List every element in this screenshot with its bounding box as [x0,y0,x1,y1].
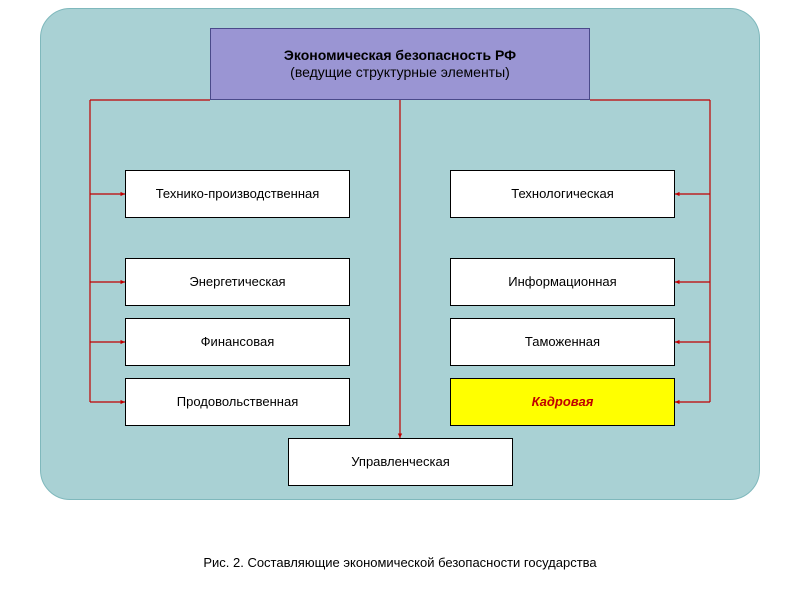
node-label: Энергетическая [181,274,293,290]
figure-caption: Рис. 2. Составляющие экономической безоп… [0,555,800,570]
node-right-1: Информационная [450,258,675,306]
node-label: Технико-производственная [148,186,328,202]
node-bottom-0: Управленческая [288,438,513,486]
node-label: Управленческая [343,454,458,470]
node-right-0: Технологическая [450,170,675,218]
node-left-3: Продовольственная [125,378,350,426]
title-line1: Экономическая безопасность РФ [284,47,516,64]
node-label: Информационная [500,274,624,290]
node-label: Финансовая [193,334,283,350]
node-label: Кадровая [524,394,602,410]
diagram-canvas: Экономическая безопасность РФ (ведущие с… [0,0,800,600]
node-left-0: Технико-производственная [125,170,350,218]
node-label: Технологическая [503,186,622,202]
node-label: Продовольственная [169,394,306,410]
node-left-2: Финансовая [125,318,350,366]
caption-text: Рис. 2. Составляющие экономической безоп… [203,555,596,570]
node-left-1: Энергетическая [125,258,350,306]
node-label: Таможенная [517,334,608,350]
node-right-3: Кадровая [450,378,675,426]
title-line2: (ведущие структурные элементы) [290,64,510,81]
node-right-2: Таможенная [450,318,675,366]
title-box: Экономическая безопасность РФ (ведущие с… [210,28,590,100]
